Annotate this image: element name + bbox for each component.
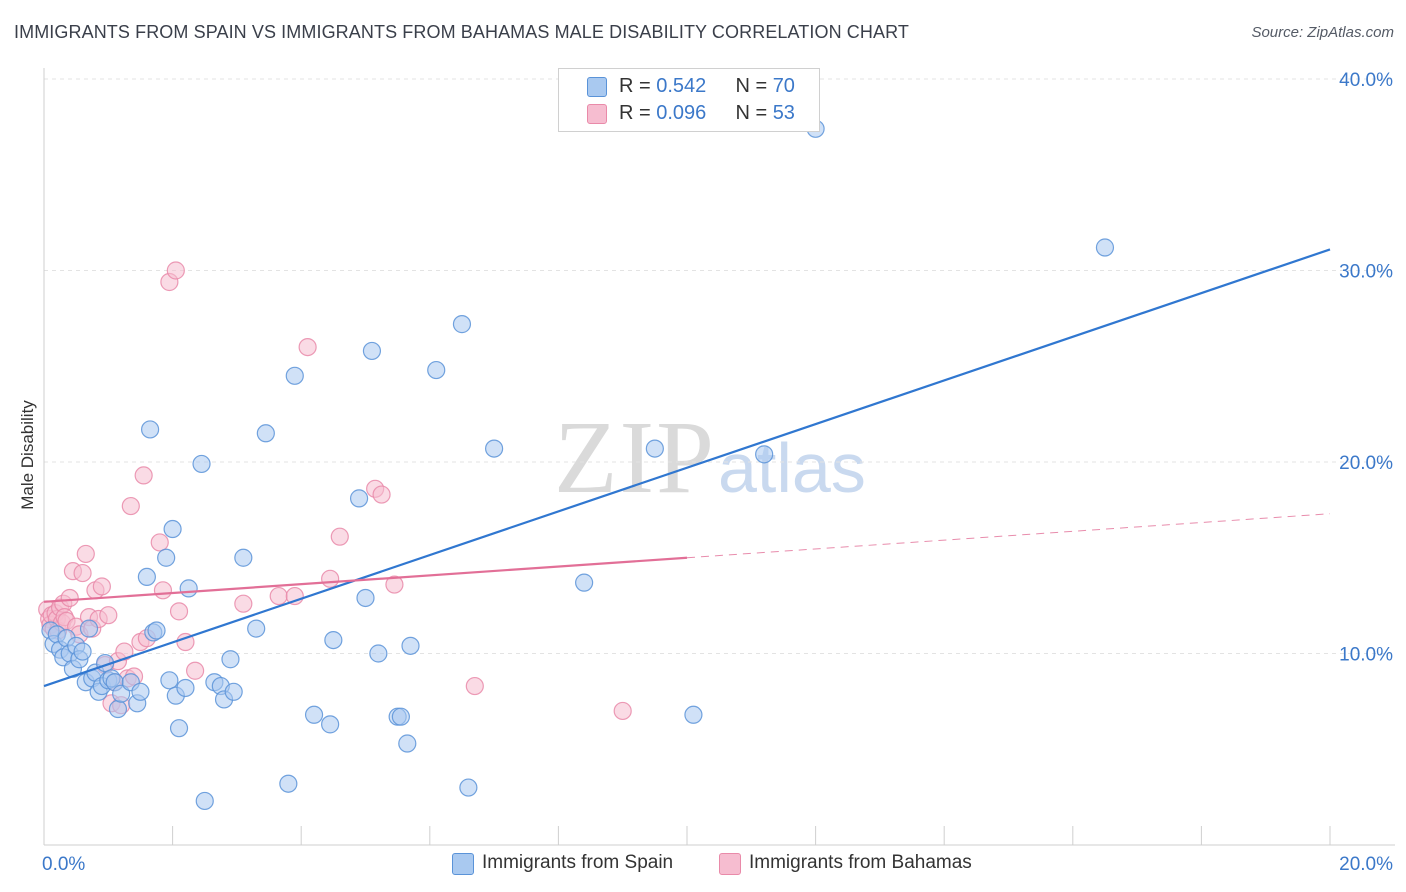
spain-point-29 [147,621,166,640]
spain-point-42 [221,650,240,669]
spain-point-62 [459,778,478,797]
bahamas-point-44 [234,594,253,613]
spain-point-25 [131,682,150,701]
spain-r-value: 0.542 [656,75,707,97]
spain-point-31 [160,671,179,690]
spain-point-66 [684,705,703,724]
spain-r-label: R = [619,75,657,97]
y-tick-label-10: 10.0% [1339,645,1393,666]
bahamas-swatch [587,104,607,124]
bahamas-point-35 [134,466,153,485]
spain-point-52 [349,489,369,508]
spain-point-57 [391,707,410,726]
spain-point-59 [401,636,420,655]
y-tick-label-40: 40.0% [1339,70,1393,91]
points-layer [38,119,1115,811]
spain-point-55 [369,644,388,663]
bottom-spain-swatch [452,853,474,875]
spain-point-47 [279,774,298,793]
spain-point-12 [79,619,99,638]
bahamas-point-41 [169,602,189,621]
bahamas-point-30 [115,642,134,661]
spain-point-58 [398,734,417,753]
tick-label-layer: 10.0% 20.0% 30.0% 40.0% 0.0% 20.0% [42,70,1393,875]
bahamas-point-51 [372,485,391,504]
spain-point-61 [452,315,472,334]
spain-swatch [587,77,607,97]
bahamas-r-label: R = [619,102,657,124]
bahamas-point-13 [60,588,79,608]
bahamas-point-47 [298,338,317,357]
bahamas-point-18 [76,544,95,564]
spain-point-63 [485,439,504,458]
bahamas-point-32 [121,496,140,516]
bahamas-trend-line-dashed [686,513,1331,559]
bahamas-trend-line [43,556,688,603]
bahamas-point-37 [150,533,169,552]
spain-point-65 [645,439,664,458]
spain-n-value: 70 [772,75,795,97]
spain-point-50 [321,715,340,734]
bahamas-point-17 [73,563,92,583]
trend-layer [43,248,1331,688]
spain-point-69 [1095,238,1115,257]
spain-point-37 [192,454,211,474]
spain-point-67 [755,445,774,464]
spain-point-43 [224,682,243,701]
bahamas-point-45 [269,586,288,606]
bahamas-point-40 [166,261,185,280]
bahamas-n-label: N = [735,102,773,124]
spain-point-30 [157,548,176,567]
correlation-legend: R = 0.542 N = 70 R = 0.096 N = 53 [558,68,820,132]
bottom-spain-label: Immigrants from Spain [482,852,674,873]
spain-point-60 [427,360,446,380]
y-tick-label-20: 20.0% [1339,453,1393,474]
bahamas-point-43 [186,661,205,680]
spain-point-32 [163,519,182,539]
spain-point-35 [176,678,195,698]
chart-title: IMMIGRANTS FROM SPAIN VS IMMIGRANTS FROM… [14,22,909,42]
bahamas-n-value: 53 [772,102,795,124]
spain-point-45 [247,619,266,638]
spain-point-64 [575,573,594,592]
bahamas-point-38 [153,581,173,600]
spain-point-49 [304,705,324,724]
spain-n-label: N = [735,75,773,97]
bahamas-point-25 [99,606,118,625]
spain-point-53 [356,588,375,608]
watermark-atlas: atlas [718,429,866,507]
y-tick-label-30: 30.0% [1339,262,1393,283]
spain-point-46 [256,424,275,443]
bottom-bahamas-label: Immigrants from Bahamas [749,852,972,873]
spain-point-51 [324,630,343,650]
spain-point-21 [108,699,128,719]
spain-point-38 [195,791,214,811]
spain-point-26 [137,567,156,587]
bottom-bahamas-swatch [719,853,741,875]
bahamas-point-53 [465,676,484,696]
spain-point-44 [234,548,253,567]
source-credit: Source: ZipAtlas.com [1251,24,1394,41]
axis-layer [43,68,1395,846]
spain-point-36 [179,579,198,598]
watermark-zip: ZIP [554,400,716,515]
spain-point-34 [169,719,189,738]
x-tick-label-0: 0.0% [42,854,85,875]
spain-point-10 [73,642,92,661]
bahamas-point-54 [613,701,632,721]
x-tick-label-20: 20.0% [1339,854,1393,875]
bahamas-point-52 [385,575,404,594]
grid-layer [44,78,1395,654]
bahamas-point-49 [330,527,349,546]
spain-point-48 [285,366,304,385]
spain-point-54 [362,341,382,361]
bahamas-point-23 [92,577,111,596]
spain-trend-line [43,248,1331,688]
bahamas-point-48 [321,569,340,588]
spain-point-27 [140,420,160,439]
bahamas-r-value: 0.096 [656,102,707,124]
